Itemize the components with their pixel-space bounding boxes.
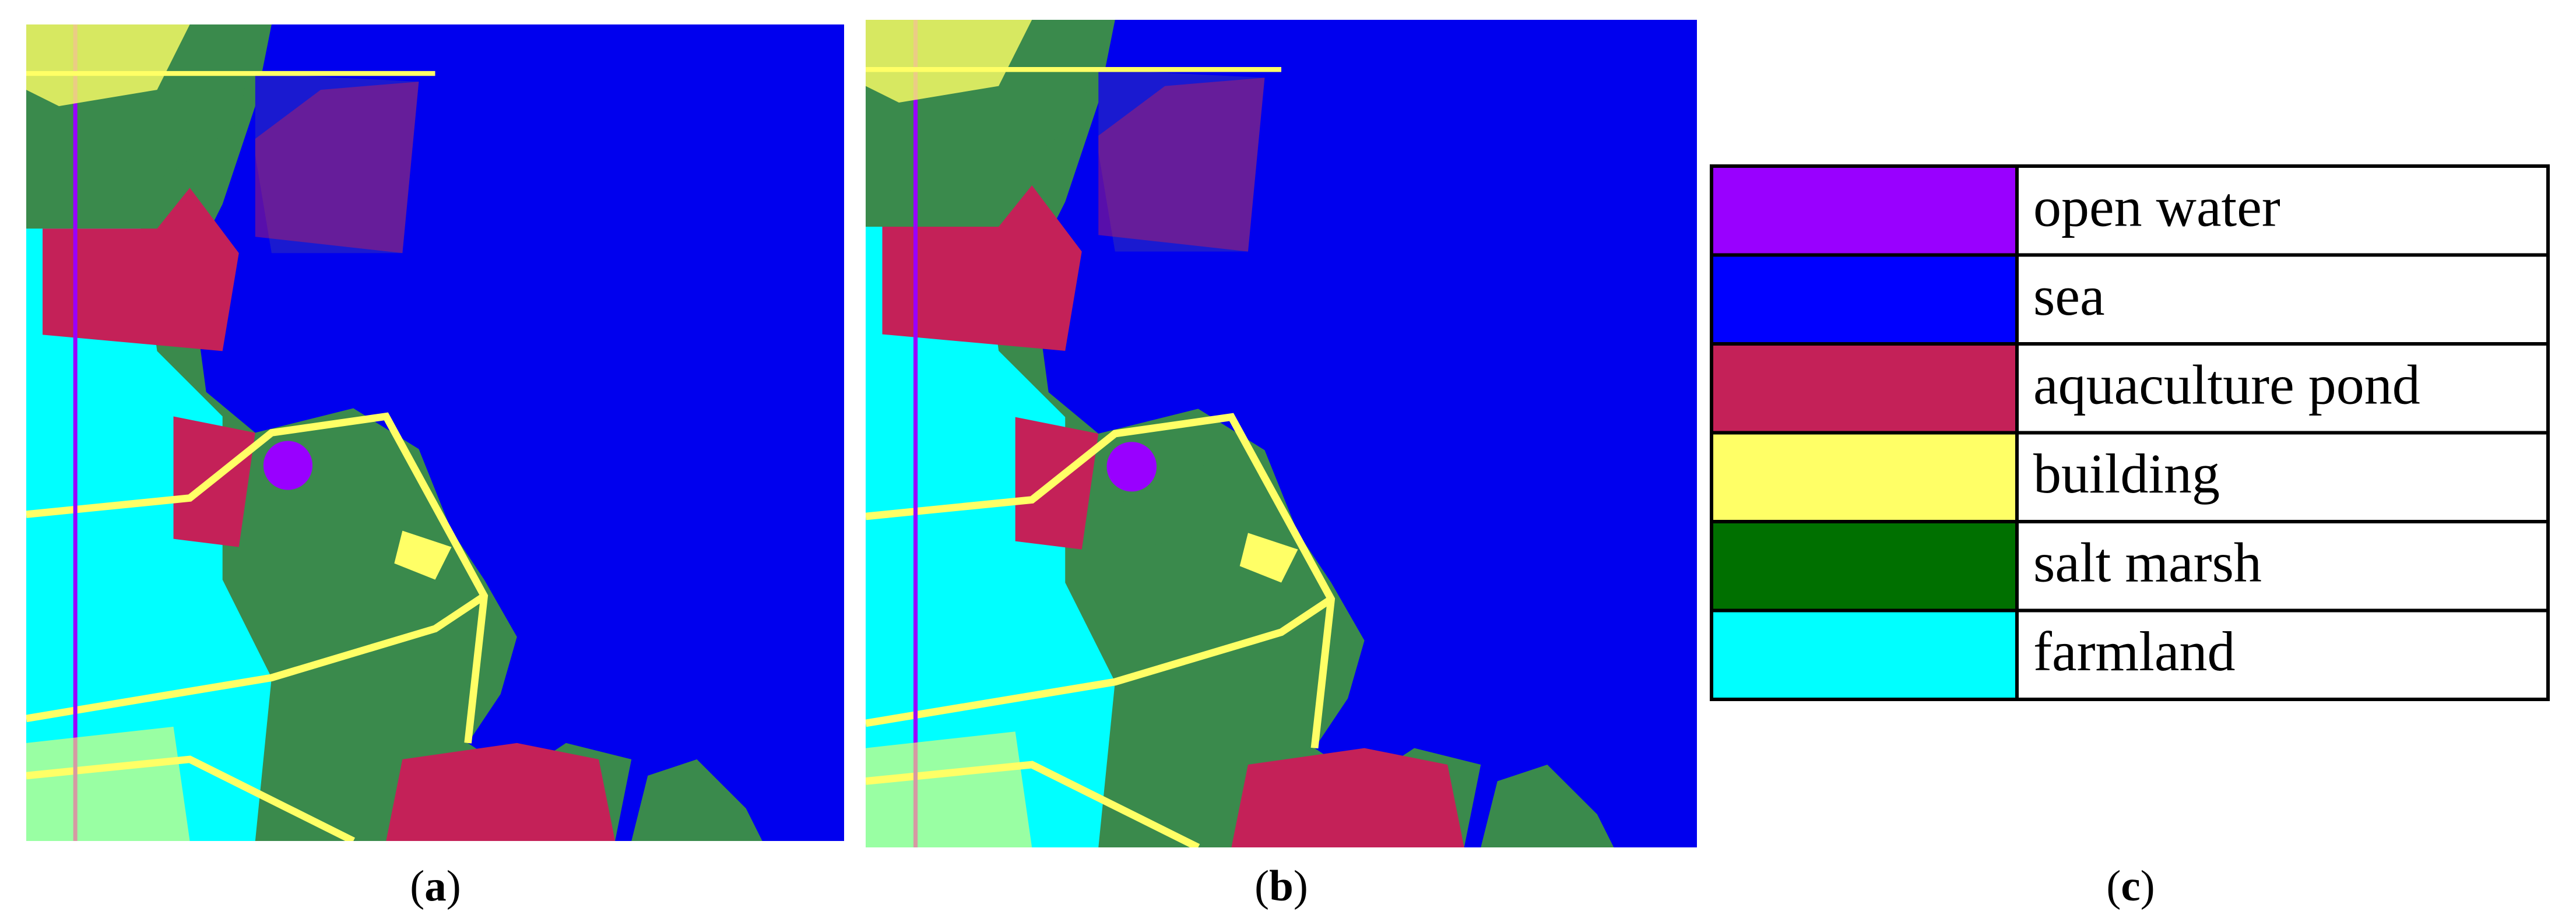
caption-paren: ) bbox=[1294, 862, 1308, 910]
legend-label: sea bbox=[2033, 265, 2105, 327]
legend-cell bbox=[2015, 431, 2550, 523]
captions: (a) (b) (c) bbox=[410, 862, 2155, 910]
legend-cell bbox=[2015, 164, 2550, 257]
caption: (b) bbox=[1254, 862, 1308, 910]
legend-swatch bbox=[1710, 608, 2019, 701]
caption-paren: ) bbox=[447, 862, 461, 910]
caption-paren: ( bbox=[410, 862, 424, 910]
legend: open water sea aquaculture pond building sal… bbox=[1710, 164, 2550, 701]
legend-label: farmland bbox=[2033, 620, 2236, 682]
legend-swatch bbox=[1710, 431, 2019, 523]
caption-letter: c bbox=[2121, 862, 2140, 910]
caption-paren: ) bbox=[2141, 862, 2155, 910]
legend-label: salt marsh bbox=[2033, 531, 2262, 593]
caption-paren: ( bbox=[1254, 862, 1269, 910]
classification-map-b bbox=[866, 20, 1697, 847]
legend-swatch bbox=[1710, 253, 2019, 346]
caption: (c) bbox=[2106, 862, 2155, 910]
caption: (a) bbox=[410, 862, 461, 910]
legend-swatch bbox=[1710, 164, 2019, 257]
classification-map-a bbox=[26, 24, 844, 841]
caption-letter: a bbox=[424, 862, 447, 910]
caption-paren: ( bbox=[2106, 862, 2121, 910]
legend-cell bbox=[2015, 253, 2550, 346]
legend-label: building bbox=[2033, 442, 2220, 505]
legend-label: open water bbox=[2033, 175, 2280, 238]
legend-cell bbox=[2015, 608, 2550, 701]
caption-letter: b bbox=[1269, 862, 1294, 910]
legend-swatch bbox=[1710, 342, 2019, 435]
legend-label: aquaculture pond bbox=[2033, 353, 2420, 416]
legend-swatch bbox=[1710, 520, 2019, 613]
